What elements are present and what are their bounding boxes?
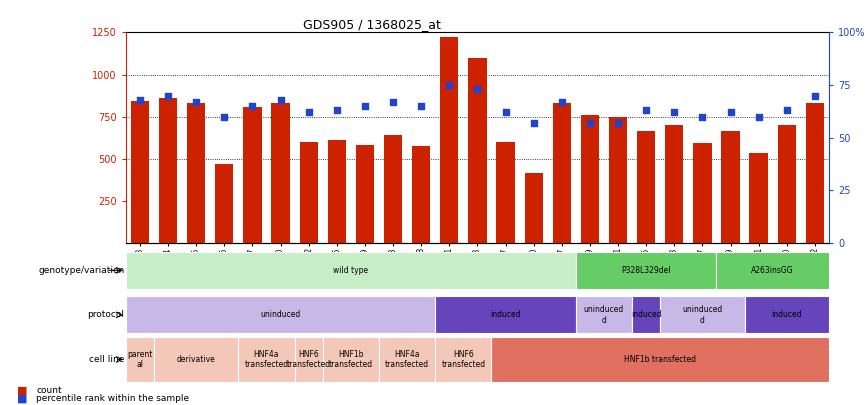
Bar	[575, 252, 716, 289]
Point	[414, 103, 428, 109]
Point	[583, 120, 597, 126]
Bar	[126, 337, 154, 382]
Text: derivative: derivative	[177, 355, 215, 364]
Text: uninduced
d: uninduced d	[682, 305, 722, 324]
Text: HNF4a
transfected: HNF4a transfected	[245, 350, 288, 369]
Bar	[524, 173, 542, 243]
Point	[470, 86, 484, 92]
Point	[667, 109, 681, 116]
Point	[302, 109, 316, 116]
Bar	[379, 337, 435, 382]
Point	[779, 107, 793, 113]
Bar	[440, 37, 458, 243]
Point	[555, 99, 569, 105]
Bar	[131, 102, 149, 243]
Text: genotype/variation: genotype/variation	[38, 266, 124, 275]
Bar	[294, 337, 323, 382]
Point	[808, 92, 822, 99]
Text: induced: induced	[631, 310, 661, 320]
Point	[724, 109, 738, 116]
Bar	[608, 117, 628, 243]
Text: HNF1b transfected: HNF1b transfected	[624, 355, 696, 364]
Point	[161, 92, 175, 99]
Text: uninduced: uninduced	[260, 310, 300, 320]
Text: cell line: cell line	[89, 355, 124, 364]
Point	[443, 82, 457, 88]
Bar	[468, 58, 487, 243]
Bar	[665, 125, 683, 243]
Bar	[745, 296, 829, 333]
Title: GDS905 / 1368025_at: GDS905 / 1368025_at	[303, 18, 441, 31]
Bar	[384, 135, 402, 243]
Bar	[239, 337, 294, 382]
Bar	[661, 296, 745, 333]
Text: ■: ■	[17, 394, 28, 404]
Point	[217, 113, 231, 120]
Bar	[272, 103, 290, 243]
Bar	[581, 115, 599, 243]
Bar	[323, 337, 379, 382]
Bar	[575, 296, 632, 333]
Bar	[553, 103, 571, 243]
Bar	[435, 296, 575, 333]
Text: ■: ■	[17, 386, 28, 396]
Bar	[716, 252, 829, 289]
Bar	[491, 337, 829, 382]
Bar	[637, 131, 655, 243]
Text: P328L329del: P328L329del	[621, 266, 671, 275]
Bar	[299, 142, 318, 243]
Bar	[778, 125, 796, 243]
Bar	[159, 98, 177, 243]
Text: A263insGG: A263insGG	[752, 266, 794, 275]
Bar	[243, 107, 261, 243]
Text: HNF4a
transfected: HNF4a transfected	[385, 350, 429, 369]
Text: induced: induced	[490, 310, 521, 320]
Point	[330, 107, 344, 113]
Point	[611, 120, 625, 126]
Bar	[496, 142, 515, 243]
Text: protocol: protocol	[88, 310, 124, 320]
Bar	[721, 131, 740, 243]
Bar	[632, 296, 661, 333]
Point	[133, 96, 147, 103]
Point	[386, 99, 400, 105]
Point	[527, 120, 541, 126]
Point	[695, 113, 709, 120]
Text: percentile rank within the sample: percentile rank within the sample	[36, 394, 189, 403]
Bar	[154, 337, 239, 382]
Point	[752, 113, 766, 120]
Bar	[435, 337, 491, 382]
Bar	[126, 296, 435, 333]
Point	[358, 103, 372, 109]
Text: uninduced
d: uninduced d	[584, 305, 624, 324]
Text: wild type: wild type	[333, 266, 368, 275]
Point	[246, 103, 260, 109]
Bar	[327, 140, 346, 243]
Bar	[187, 103, 206, 243]
Bar	[806, 103, 824, 243]
Point	[498, 109, 512, 116]
Bar	[694, 143, 712, 243]
Text: HNF6
transfected: HNF6 transfected	[286, 350, 331, 369]
Bar	[749, 153, 768, 243]
Point	[273, 96, 287, 103]
Bar	[215, 164, 233, 243]
Bar	[356, 145, 374, 243]
Text: HNF6
transfected: HNF6 transfected	[441, 350, 485, 369]
Text: count: count	[36, 386, 62, 395]
Text: parent
al: parent al	[128, 350, 153, 369]
Text: induced: induced	[772, 310, 802, 320]
Bar	[126, 252, 575, 289]
Text: HNF1b
transfected: HNF1b transfected	[329, 350, 373, 369]
Point	[639, 107, 653, 113]
Point	[189, 99, 203, 105]
Bar	[412, 146, 431, 243]
